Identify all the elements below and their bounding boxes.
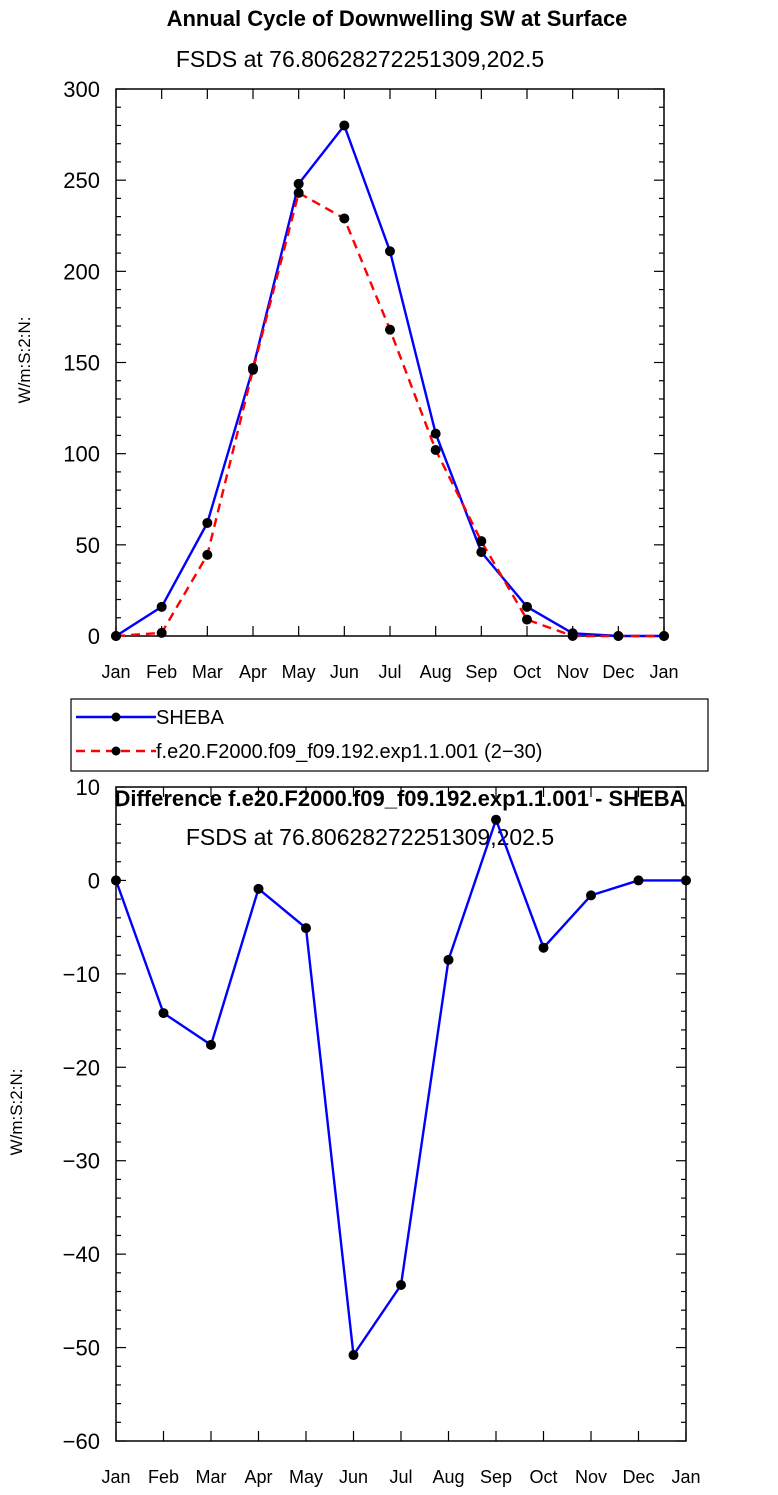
x-tick-label: Mar [196, 1467, 227, 1487]
data-point [293, 178, 304, 189]
annual-cycle-chart: Annual Cycle of Downwelling SW at Surfac… [15, 6, 679, 682]
data-point [293, 187, 304, 198]
y-tick-label: −60 [63, 1429, 100, 1454]
data-point [253, 883, 264, 894]
data-point [522, 614, 532, 625]
legend-label-model: f.e20.F2000.f09_f09.192.exp1.1.001 (2−30… [156, 741, 542, 763]
chart-subtitle: FSDS at 76.80628272251309,202.5 [176, 46, 544, 72]
data-point [339, 213, 350, 224]
y-tick-label: 300 [63, 77, 100, 102]
data-point [613, 631, 624, 641]
x-tick-label: Dec [602, 662, 634, 682]
y-tick-label: 10 [76, 775, 100, 800]
y-axis-label: W/m:S:2:N: [15, 317, 34, 404]
data-point [443, 954, 454, 965]
y-tick-label: −20 [63, 1055, 100, 1080]
y-tick-label: −50 [63, 1336, 100, 1361]
x-tick-label: Jan [649, 662, 678, 682]
x-tick-label: Jul [378, 662, 401, 682]
data-point [633, 875, 644, 886]
data-point [522, 601, 532, 612]
y-tick-label: −10 [63, 962, 100, 987]
x-tick-label: Jul [389, 1467, 412, 1487]
data-point [348, 1350, 359, 1361]
data-point [681, 875, 691, 886]
data-point [430, 428, 441, 439]
data-point [301, 923, 311, 934]
x-tick-label: Apr [239, 662, 267, 682]
x-tick-label: Dec [622, 1467, 654, 1487]
data-point [385, 246, 395, 257]
x-tick-label: Oct [513, 662, 541, 682]
data-point [430, 445, 441, 456]
x-tick-label: Sep [480, 1467, 512, 1487]
plot-area: 0 50 100 150 200 250 300 Jan Feb Mar Apr May Jun Jul A… [63, 77, 678, 682]
x-tick-label: Sep [465, 662, 497, 682]
data-point [206, 1039, 216, 1050]
data-point [111, 631, 121, 641]
data-point [158, 1008, 169, 1019]
y-tick-label: 100 [63, 442, 100, 467]
x-tick-label: Aug [420, 662, 452, 682]
y-tick-label: 0 [88, 868, 100, 893]
data-point [476, 536, 487, 547]
y-tick-label: 200 [63, 259, 100, 284]
x-tick-label: Jan [101, 662, 130, 682]
data-point [111, 875, 121, 886]
chart-title: Annual Cycle of Downwelling SW at Surfac… [167, 6, 628, 31]
legend-label-sheba: SHEBA [156, 707, 224, 729]
data-point [339, 120, 350, 131]
data-point [202, 549, 213, 560]
legend-marker-model [111, 746, 121, 756]
series-line [114, 818, 686, 1357]
x-tick-label: May [282, 662, 316, 682]
data-point [538, 942, 549, 953]
y-tick-label: −40 [63, 1242, 100, 1267]
x-tick-label: Feb [146, 662, 177, 682]
data-point [156, 601, 167, 612]
y-tick-label: 0 [88, 624, 100, 649]
data-point [476, 547, 487, 558]
x-tick-label: Jan [671, 1467, 700, 1487]
series-line [115, 191, 664, 638]
x-tick-label: Nov [557, 662, 589, 682]
y-tick-label: 250 [63, 168, 100, 193]
y-tick-label: 150 [63, 351, 100, 376]
data-point [586, 890, 596, 901]
x-tick-label: Jan [101, 1467, 130, 1487]
plot-frame [115, 786, 687, 1442]
x-tick-label: Jun [330, 662, 359, 682]
plot-frame [115, 88, 665, 637]
y-tick-label: −30 [63, 1149, 100, 1174]
legend-marker-sheba [111, 712, 121, 722]
x-tick-label: Jun [339, 1467, 368, 1487]
difference-chart: Difference f.e20.F2000.f09_f09.192.exp1.… [7, 775, 701, 1487]
data-point [385, 324, 395, 335]
data-point [491, 814, 501, 825]
x-tick-label: Nov [575, 1467, 607, 1487]
series-line [115, 124, 664, 638]
x-tick-label: Mar [192, 662, 223, 682]
x-tick-label: Feb [148, 1467, 179, 1487]
data-point [396, 1279, 406, 1290]
data-point [567, 631, 578, 641]
y-tick-label: 50 [76, 533, 100, 558]
x-tick-label: Aug [432, 1467, 464, 1487]
data-point [202, 517, 213, 528]
x-tick-label: Apr [244, 1467, 272, 1487]
data-point [248, 364, 258, 375]
data-point [156, 627, 167, 638]
data-point [659, 631, 669, 641]
chart-title: Difference f.e20.F2000.f09_f09.192.exp1.… [114, 786, 685, 811]
x-tick-label: May [289, 1467, 323, 1487]
legend-box [70, 698, 709, 772]
y-axis-label: W/m:S:2:N: [7, 1069, 26, 1156]
x-tick-label: Oct [529, 1467, 557, 1487]
legend: SHEBA f.e20.F2000.f09_f09.192.exp1.1.001… [70, 698, 709, 772]
